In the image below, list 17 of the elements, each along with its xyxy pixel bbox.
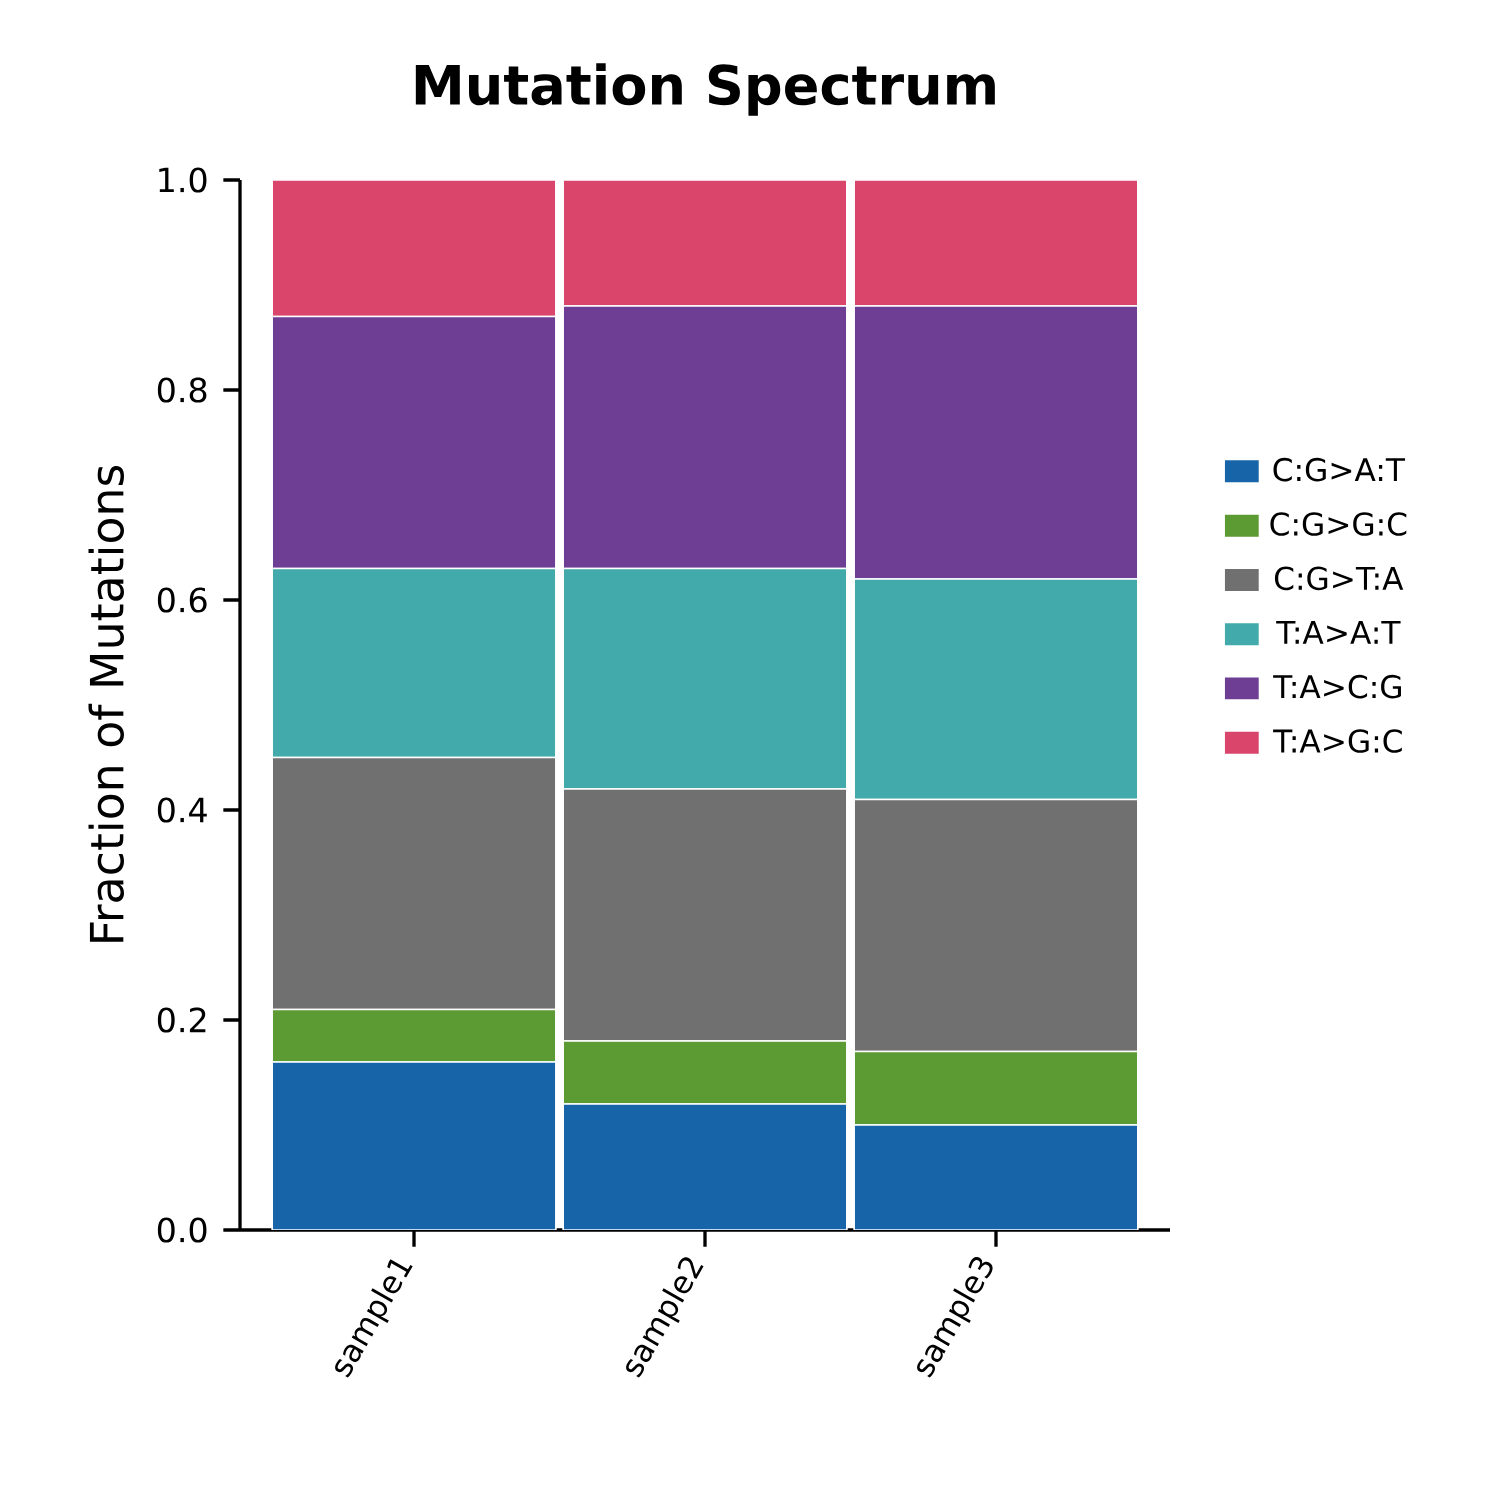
bar [271, 179, 557, 318]
bar [853, 179, 1139, 307]
legend-label: T:A>G:C [1273, 729, 1402, 753]
legend-label: T:A>A:T [1276, 620, 1401, 644]
y-tick-label: 0.4 [157, 797, 207, 823]
legend-label: C:G>T:A [1274, 566, 1404, 591]
y-axis-title: Fraction of Mutations [88, 465, 124, 942]
y-tick-label: 0.8 [157, 377, 207, 403]
y-tick-label: 0.2 [157, 1007, 206, 1033]
y-tick-label: 1.0 [159, 167, 207, 193]
legend-label: T:A>C:G [1273, 674, 1401, 699]
legend-label: C:G>A:T [1273, 457, 1406, 482]
legend-label: C:G>G:C [1270, 512, 1407, 536]
chart-title: Mutation Spectrum [415, 63, 995, 116]
y-tick-label: 0.0 [157, 1217, 207, 1243]
bar [562, 179, 848, 307]
y-tick-label: 0.6 [157, 587, 207, 613]
